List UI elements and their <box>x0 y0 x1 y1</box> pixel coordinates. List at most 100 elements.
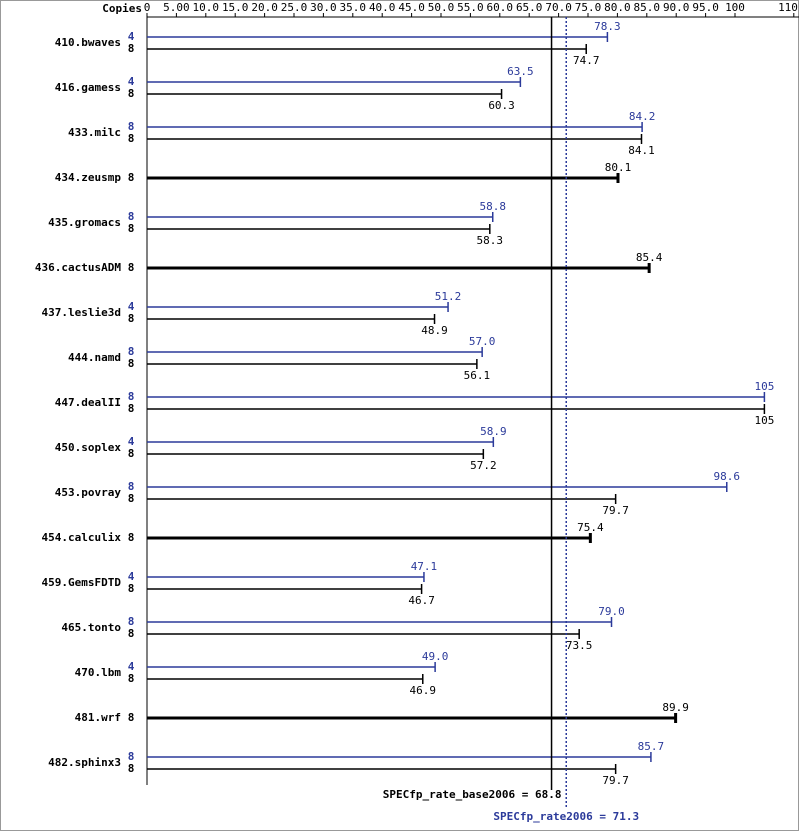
value-label: 105 <box>754 380 774 393</box>
category-label: 481.wrf <box>75 711 121 724</box>
x-tick-label: 65.0 <box>516 1 543 14</box>
bar <box>147 617 613 627</box>
value-label: 79.7 <box>602 504 629 517</box>
copies: 4 <box>128 435 135 448</box>
copies: 8 <box>128 750 135 763</box>
value-label: 63.5 <box>507 65 534 78</box>
category-label: 433.milc <box>68 126 121 139</box>
copies: 8 <box>128 87 135 100</box>
copies: 4 <box>128 30 135 43</box>
copies: 8 <box>128 447 135 460</box>
bar <box>147 224 491 234</box>
category-label: 435.gromacs <box>48 216 121 229</box>
bar <box>147 77 522 87</box>
category-label: 416.gamess <box>55 81 121 94</box>
bar <box>147 359 478 369</box>
copies: 8 <box>128 42 135 55</box>
value-label: 80.1 <box>605 161 632 174</box>
bar <box>147 533 592 543</box>
bar <box>147 404 766 414</box>
category-label: 470.lbm <box>75 666 122 679</box>
copies: 8 <box>128 312 135 325</box>
bar <box>147 212 494 222</box>
copies: 8 <box>128 615 135 628</box>
category-label: 434.zeusmp <box>55 171 122 184</box>
value-label: 51.2 <box>435 290 462 303</box>
x-tick-label: 30.0 <box>310 1 337 14</box>
copies: 4 <box>128 660 135 673</box>
copies: 8 <box>128 627 135 640</box>
bar <box>147 572 425 582</box>
x-tick-label: 70.0 <box>545 1 572 14</box>
bar <box>147 584 423 594</box>
copies: 8 <box>128 390 135 403</box>
copies: 8 <box>128 171 135 184</box>
copies: 4 <box>128 75 135 88</box>
x-tick-label: 5.00 <box>163 1 190 14</box>
value-label: 49.0 <box>422 650 449 663</box>
copies: 4 <box>128 300 135 313</box>
copies: 8 <box>128 672 135 685</box>
value-label: 78.3 <box>594 20 621 33</box>
x-tick-label: 80.0 <box>604 1 631 14</box>
copies: 8 <box>128 402 135 415</box>
copies: 8 <box>128 480 135 493</box>
value-label: 89.9 <box>662 701 689 714</box>
x-tick-label: 90.0 <box>663 1 690 14</box>
value-label: 105 <box>754 414 774 427</box>
copies: 8 <box>128 345 135 358</box>
value-label: 74.7 <box>573 54 600 67</box>
x-tick-label: 110 <box>778 1 798 14</box>
value-label: 79.7 <box>602 774 629 787</box>
x-tick-label: 50.0 <box>428 1 455 14</box>
bar <box>147 449 485 459</box>
x-tick-label: 20.0 <box>251 1 278 14</box>
x-tick-label: 0 <box>144 1 151 14</box>
copies: 4 <box>128 570 135 583</box>
value-label: 58.3 <box>477 234 504 247</box>
copies: 8 <box>128 210 135 223</box>
bar <box>147 134 643 144</box>
value-label: 46.9 <box>410 684 437 697</box>
value-label: 85.4 <box>636 251 663 264</box>
value-label: 56.1 <box>464 369 491 382</box>
category-label: 437.leslie3d <box>42 306 121 319</box>
value-label: 79.0 <box>598 605 625 618</box>
bar <box>147 89 503 99</box>
category-label: 444.namd <box>68 351 121 364</box>
x-tick-label: 75.0 <box>575 1 602 14</box>
value-label: 75.4 <box>577 521 604 534</box>
value-label: 48.9 <box>421 324 448 337</box>
copies: 8 <box>128 120 135 133</box>
bar <box>147 713 678 723</box>
value-label: 57.2 <box>470 459 497 472</box>
value-label: 46.7 <box>408 594 435 607</box>
copies: 8 <box>128 132 135 145</box>
x-tick-label: 45.0 <box>398 1 425 14</box>
copies: 8 <box>128 261 135 274</box>
value-label: 84.2 <box>629 110 656 123</box>
bar <box>147 764 617 774</box>
x-tick-label: 55.0 <box>457 1 484 14</box>
bar <box>147 173 620 183</box>
copies: 8 <box>128 531 135 544</box>
value-label: 84.1 <box>628 144 655 157</box>
bar <box>147 32 609 42</box>
value-label: 58.8 <box>479 200 506 213</box>
bar <box>147 674 424 684</box>
bar <box>147 122 643 132</box>
copies: 8 <box>128 582 135 595</box>
bar <box>147 392 766 402</box>
value-label: 85.7 <box>638 740 665 753</box>
value-label: 98.6 <box>714 470 741 483</box>
category-label: 410.bwaves <box>55 36 121 49</box>
value-label: 60.3 <box>488 99 515 112</box>
category-label: 453.povray <box>55 486 122 499</box>
x-tick-label: 85.0 <box>634 1 661 14</box>
bar <box>147 302 449 312</box>
reference-label: SPECfp_rate_base2006 = 68.8 <box>383 788 562 801</box>
value-label: 58.9 <box>480 425 507 438</box>
copies: 8 <box>128 711 135 724</box>
category-label: 459.GemsFDTD <box>42 576 122 589</box>
